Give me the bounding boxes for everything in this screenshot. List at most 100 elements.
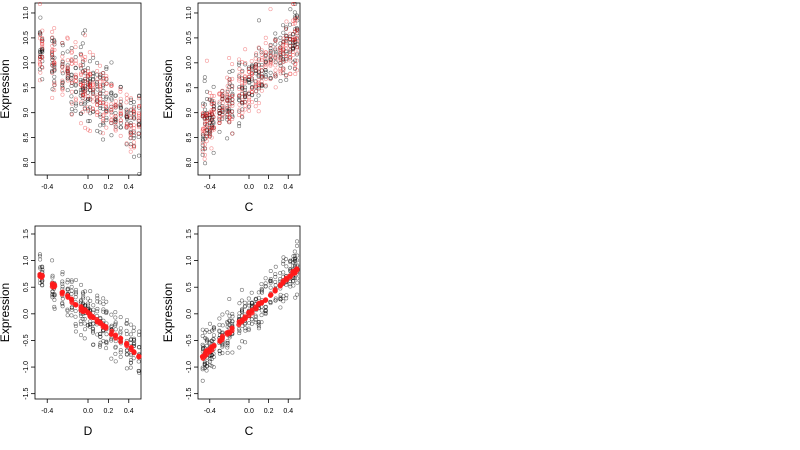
data-point — [217, 111, 222, 116]
data-point — [220, 117, 225, 122]
data-point — [73, 108, 78, 113]
x-tick-label: -0.4 — [204, 408, 216, 415]
data-point — [288, 7, 293, 12]
data-point — [211, 119, 216, 124]
data-point — [95, 103, 100, 108]
data-point — [109, 118, 114, 123]
data-point — [230, 101, 235, 106]
data-point — [203, 146, 208, 151]
data-point — [209, 128, 214, 133]
data-point — [290, 279, 295, 284]
data-point — [227, 103, 232, 108]
data-point — [220, 351, 225, 356]
data-point — [137, 329, 142, 334]
data-point — [207, 131, 212, 136]
data-point — [207, 125, 212, 130]
data-point — [240, 115, 245, 120]
data-point — [81, 291, 86, 296]
fitted-point — [52, 283, 58, 289]
data-point — [237, 72, 242, 77]
data-point — [78, 51, 83, 56]
data-point — [225, 341, 230, 346]
data-point — [79, 66, 84, 71]
data-point — [81, 63, 86, 68]
data-point — [50, 293, 55, 298]
data-point — [200, 334, 205, 339]
data-point — [253, 297, 258, 302]
data-point — [95, 69, 100, 74]
data-point — [69, 73, 74, 78]
data-point — [80, 86, 85, 91]
data-point — [263, 284, 268, 289]
data-point — [256, 86, 261, 91]
data-point — [288, 55, 293, 60]
data-point — [268, 42, 273, 47]
data-point — [104, 74, 109, 79]
data-point — [65, 66, 70, 71]
data-point — [101, 117, 106, 122]
data-point — [90, 94, 95, 99]
data-point — [268, 7, 273, 12]
data-point — [124, 96, 129, 101]
data-point — [73, 90, 78, 95]
data-point — [200, 132, 205, 137]
data-point — [38, 36, 43, 41]
data-point — [259, 50, 264, 55]
data-point — [256, 295, 261, 300]
data-point — [88, 298, 93, 303]
data-point — [211, 333, 216, 338]
data-point — [225, 98, 230, 103]
data-point — [98, 85, 103, 90]
data-point — [220, 109, 225, 114]
data-point — [225, 92, 230, 97]
data-point — [207, 341, 212, 346]
data-point — [201, 131, 206, 136]
data-point — [128, 131, 133, 136]
data-point — [87, 83, 92, 88]
data-point — [82, 33, 87, 38]
fitted-point — [118, 339, 124, 345]
data-point — [50, 43, 55, 48]
data-point — [79, 53, 84, 58]
data-point — [65, 70, 70, 75]
data-point — [128, 332, 133, 337]
y-tick-label: -0.5 — [23, 334, 30, 346]
data-point — [65, 65, 70, 70]
data-point — [283, 46, 288, 51]
data-point — [293, 18, 298, 23]
data-point — [278, 61, 283, 66]
data-point — [200, 111, 205, 116]
x-axis-title: C — [245, 200, 254, 214]
data-point — [80, 84, 85, 89]
fitted-point — [211, 343, 217, 349]
data-point — [211, 102, 216, 107]
data-point — [38, 61, 43, 66]
data-point — [104, 76, 109, 81]
data-point — [60, 85, 65, 90]
data-point — [60, 92, 65, 97]
data-point — [69, 80, 74, 85]
data-point — [259, 286, 264, 291]
data-point — [82, 105, 87, 110]
data-point — [87, 50, 92, 55]
data-point — [78, 62, 83, 67]
data-point — [137, 345, 142, 350]
data-point — [40, 55, 45, 60]
data-point — [273, 63, 278, 68]
data-point — [225, 95, 230, 100]
data-point — [124, 92, 129, 97]
data-point — [253, 314, 258, 319]
data-point — [225, 117, 230, 122]
x-tick-label: 0.2 — [104, 408, 114, 415]
data-point — [113, 320, 118, 325]
data-point — [295, 280, 300, 285]
data-point — [292, 249, 297, 254]
data-point — [87, 59, 92, 64]
data-point — [211, 84, 216, 89]
data-point — [131, 100, 136, 105]
data-point — [136, 96, 141, 101]
data-point — [211, 93, 216, 98]
data-point — [263, 69, 268, 74]
data-point — [80, 93, 85, 98]
data-point — [137, 112, 142, 117]
